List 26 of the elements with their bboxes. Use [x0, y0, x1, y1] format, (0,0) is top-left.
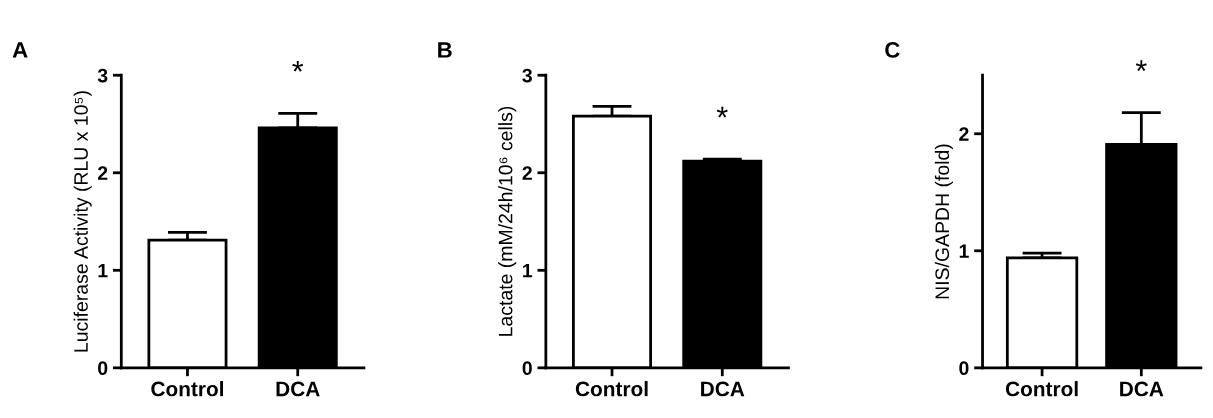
y-tick-label: 3: [97, 68, 108, 83]
y-tick-label: 1: [523, 263, 533, 278]
x-tick-label: DCA: [1120, 381, 1164, 397]
y-tick-label: 0: [522, 361, 532, 376]
y-tick-label: 0: [98, 361, 108, 376]
chart-title: C: [885, 42, 900, 58]
y-axis-title: Lactate (mM/24h/10⁶ cells): [498, 106, 517, 336]
y-tick-label: 2: [97, 166, 108, 180]
y-axis-title: Luciferase Activity (RLU x 10⁵): [73, 91, 92, 352]
y-tick-label: 2: [959, 127, 969, 141]
y-tick-label: 0: [959, 361, 969, 376]
chart-title: B: [438, 42, 452, 58]
text: *: [292, 60, 304, 72]
x-tick-label: Control: [151, 381, 224, 397]
y-tick-label: 1: [98, 263, 108, 278]
y-tick-label: 3: [522, 68, 532, 83]
y-axis-title: NIS/GAPDH (fold): [934, 144, 953, 299]
x-tick-label: DCA: [701, 381, 745, 397]
x-tick-label: Control: [575, 381, 648, 397]
annotation: *: [716, 106, 728, 118]
y-tick-label: 1: [959, 244, 969, 258]
x-tick-label: DCA: [276, 381, 320, 397]
y-tick-label: 2: [522, 166, 532, 180]
text: *: [1135, 60, 1147, 72]
chart-title: A: [12, 42, 28, 58]
x-tick-label: Control: [1005, 381, 1078, 397]
